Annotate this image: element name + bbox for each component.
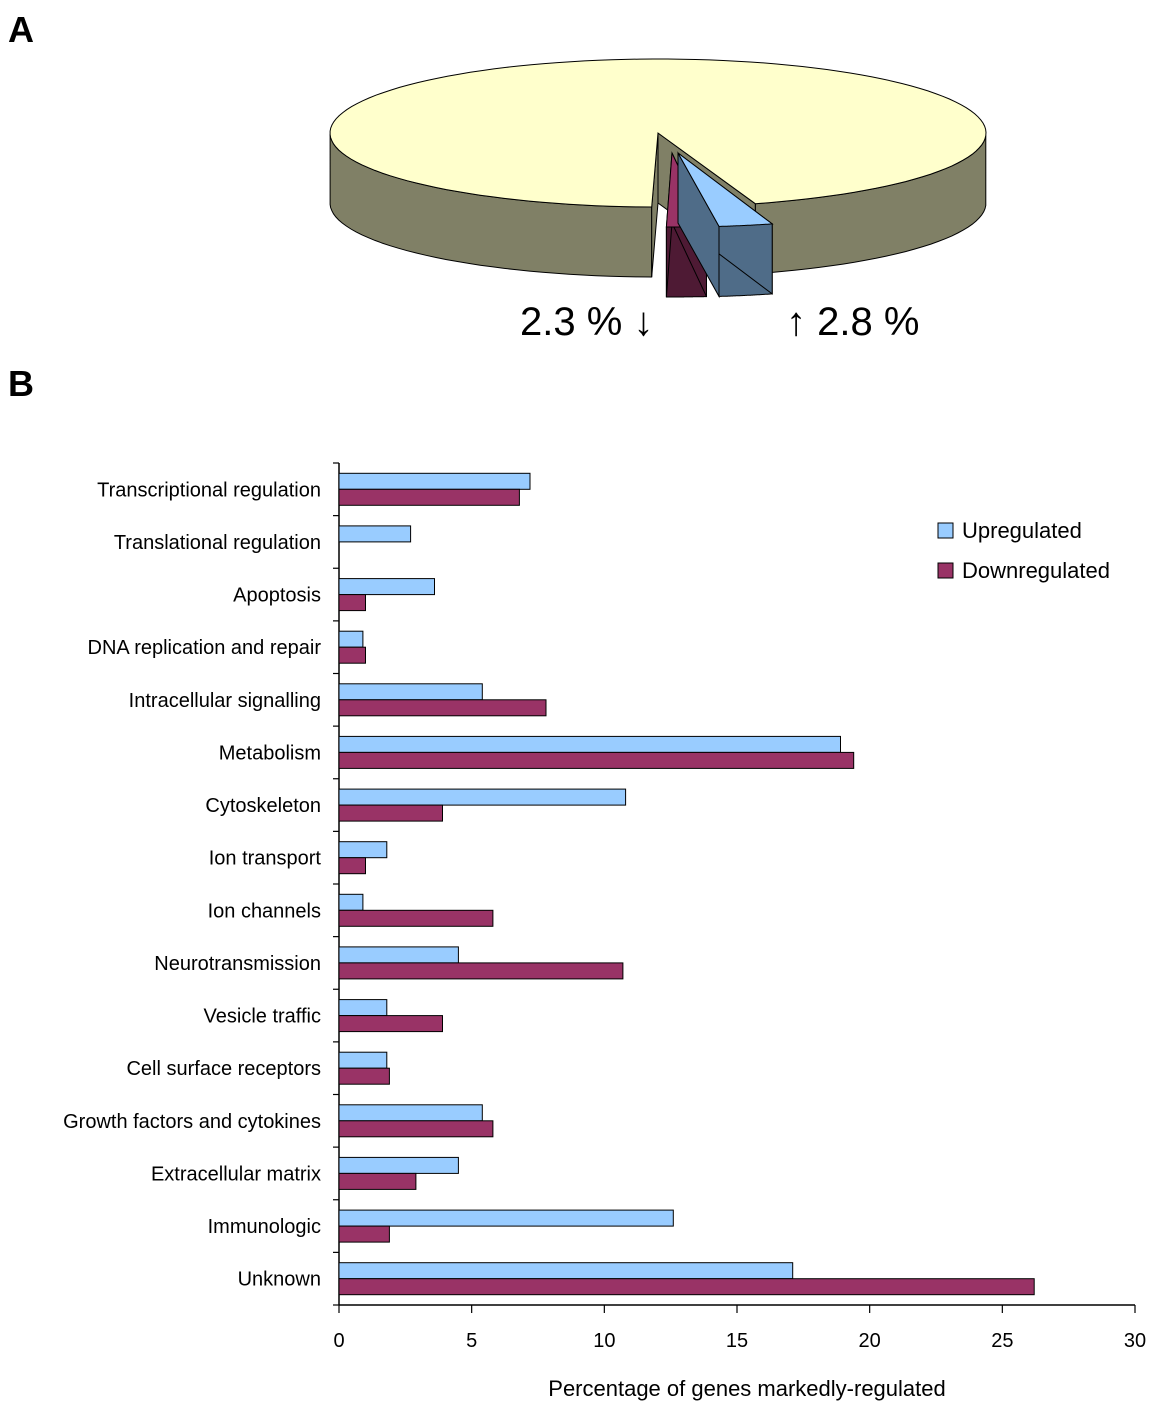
bar-downregulated <box>338 804 443 822</box>
bar-downregulated <box>338 646 366 664</box>
category-label: Apoptosis <box>233 585 321 607</box>
bar-downregulated <box>338 699 547 717</box>
category-label: Metabolism <box>219 742 321 764</box>
bar-upregulated <box>338 525 412 543</box>
bar-downregulated <box>338 909 494 927</box>
category-label: Vesicle traffic <box>204 1006 321 1028</box>
bar-upregulated <box>338 1156 459 1174</box>
bar-downregulated <box>338 1120 494 1138</box>
category-label: Growth factors and cytokines <box>63 1111 321 1133</box>
bar-downregulated <box>338 488 520 506</box>
category-label: Neurotransmission <box>154 953 321 975</box>
category-label: Cell surface receptors <box>126 1058 321 1080</box>
legend-label: Downregulated <box>962 558 1110 583</box>
category-label: Translational regulation <box>114 532 321 554</box>
bar-downregulated <box>338 1015 443 1033</box>
x-tick-label: 30 <box>1124 1330 1146 1352</box>
bar-downregulated <box>338 1067 390 1085</box>
legend-label: Upregulated <box>962 518 1082 543</box>
category-label: Extracellular matrix <box>151 1163 321 1185</box>
bar-downregulated <box>338 1225 390 1243</box>
bar-downregulated <box>338 857 366 875</box>
pie-chart <box>329 58 987 299</box>
bar-upregulated <box>338 788 627 806</box>
bar-upregulated <box>338 946 459 964</box>
category-label: Unknown <box>238 1269 321 1291</box>
bar-downregulated <box>338 1278 1035 1296</box>
bar-downregulated <box>338 751 855 769</box>
category-label: Ion channels <box>208 900 321 922</box>
bar-upregulated <box>338 841 388 859</box>
bar-upregulated <box>338 578 435 596</box>
category-label: Immunologic <box>208 1216 321 1238</box>
bar-upregulated <box>338 472 531 490</box>
pie-slice-upregulated-top <box>677 152 774 227</box>
bar-upregulated <box>338 1262 794 1280</box>
bar-upregulated <box>338 735 841 753</box>
x-tick-label: 20 <box>859 1330 881 1352</box>
category-label: DNA replication and repair <box>88 637 322 659</box>
panel-label-b: B <box>8 363 34 404</box>
bar-upregulated <box>338 893 364 911</box>
category-label: Intracellular signalling <box>129 690 321 712</box>
legend-swatch <box>937 522 954 539</box>
downregulated-percent-label: 2.3 % ↓ <box>520 300 654 344</box>
category-label: Transcriptional regulation <box>97 479 321 501</box>
bar-upregulated <box>338 1104 483 1122</box>
x-tick-label: 5 <box>466 1330 477 1352</box>
bar-upregulated <box>338 1051 388 1069</box>
panel-label-a: A <box>8 9 34 50</box>
bar-upregulated <box>338 1209 674 1227</box>
category-label: Cytoskeleton <box>205 795 321 817</box>
x-axis-title: Percentage of genes markedly-regulated <box>548 1376 945 1401</box>
bar-upregulated <box>338 683 483 701</box>
x-tick-label: 10 <box>593 1330 615 1352</box>
x-tick-label: 0 <box>333 1330 344 1352</box>
bar-downregulated <box>338 1172 417 1190</box>
bar-downregulated <box>338 594 366 612</box>
upregulated-percent-label: ↑ 2.8 % <box>786 300 920 344</box>
bar-downregulated <box>338 962 624 980</box>
x-tick-label: 25 <box>991 1330 1013 1352</box>
category-label: Ion transport <box>209 848 322 870</box>
x-tick-label: 15 <box>726 1330 748 1352</box>
legend-swatch <box>937 562 954 579</box>
bar-upregulated <box>338 630 364 648</box>
pie-slice-unchanged-top <box>329 58 987 208</box>
bar-upregulated <box>338 999 388 1017</box>
